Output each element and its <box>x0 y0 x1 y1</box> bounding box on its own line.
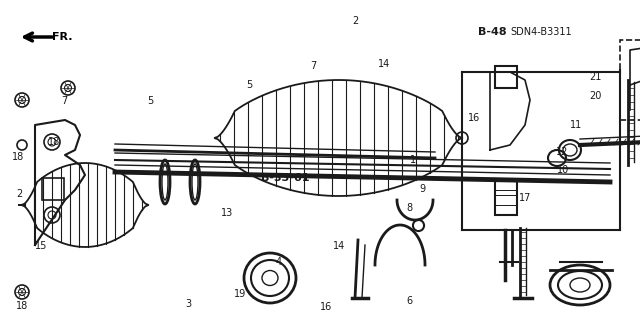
Text: 8: 8 <box>406 203 413 213</box>
Text: 4: 4 <box>275 257 282 268</box>
Bar <box>495 66 517 88</box>
Text: 5: 5 <box>147 96 154 106</box>
Text: 2: 2 <box>16 188 22 199</box>
Text: B-33-61: B-33-61 <box>260 172 309 183</box>
Text: 6: 6 <box>406 296 413 306</box>
Text: 17: 17 <box>518 193 531 204</box>
Bar <box>620 40 640 120</box>
Text: 7: 7 <box>310 60 317 71</box>
Text: 7: 7 <box>61 96 67 106</box>
Text: 18: 18 <box>12 152 24 162</box>
Text: 1: 1 <box>410 155 416 165</box>
Text: 16: 16 <box>467 113 480 124</box>
Text: FR.: FR. <box>52 32 72 42</box>
Text: SDN4-B3311: SDN4-B3311 <box>510 27 572 37</box>
Text: 18: 18 <box>16 300 29 311</box>
Text: 10: 10 <box>557 164 570 175</box>
Text: 19: 19 <box>234 289 246 300</box>
Text: 13: 13 <box>221 208 234 218</box>
Text: 16: 16 <box>320 302 333 312</box>
Text: 14: 14 <box>378 59 390 69</box>
Text: B-48: B-48 <box>479 27 507 37</box>
Text: 2: 2 <box>352 16 358 26</box>
Text: 20: 20 <box>589 91 602 101</box>
Text: 5: 5 <box>246 80 253 90</box>
Text: 21: 21 <box>589 72 602 82</box>
Text: 9: 9 <box>419 184 426 194</box>
Text: 14: 14 <box>333 241 346 252</box>
Text: 18: 18 <box>48 137 61 148</box>
Bar <box>495 180 517 215</box>
Text: 11: 11 <box>570 120 582 130</box>
Bar <box>42 178 64 200</box>
Text: 12: 12 <box>556 147 568 157</box>
Text: 3: 3 <box>186 299 192 309</box>
Text: 15: 15 <box>35 241 48 252</box>
